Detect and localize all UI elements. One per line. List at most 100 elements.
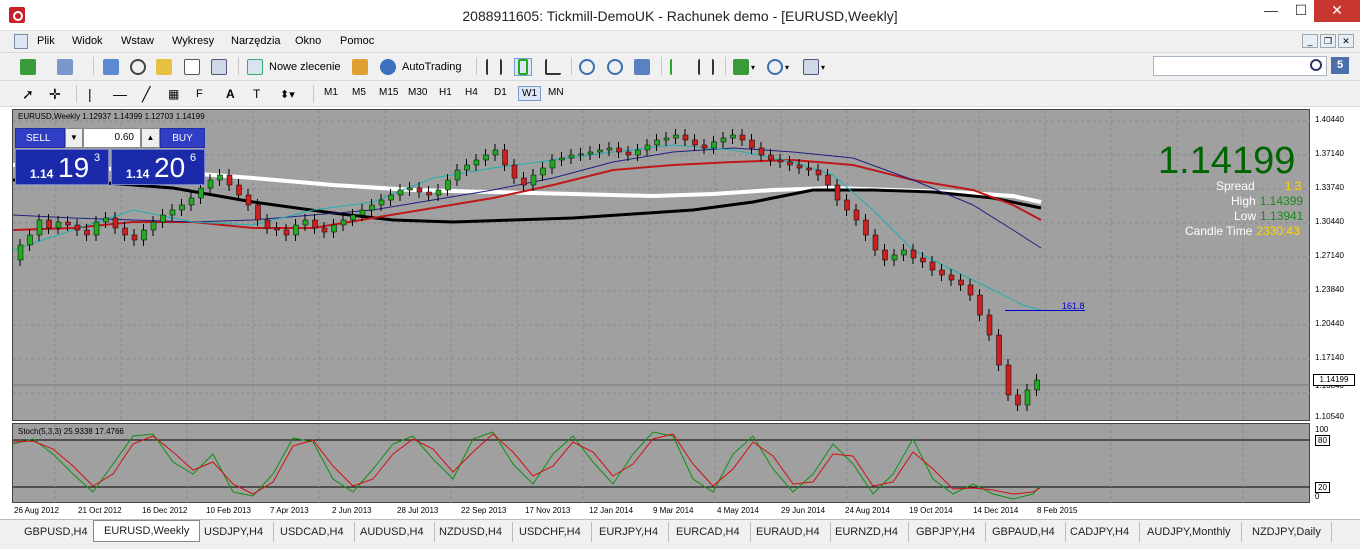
channel-icon: ▦ [168, 87, 180, 101]
tab-audjpy-monthly[interactable]: AUDJPY,Monthly [1137, 522, 1242, 542]
profiles-button[interactable] [57, 58, 73, 76]
templates-button[interactable]: ▾ [803, 58, 825, 76]
chart-shift-button[interactable] [698, 58, 714, 76]
periods-button[interactable]: ▾ [767, 58, 789, 76]
fibonacci-level-label: 161.8 [1062, 301, 1085, 311]
tab-eurjpy-h4[interactable]: EURJPY,H4 [589, 522, 670, 542]
tile-windows-button[interactable] [634, 58, 650, 76]
timeframe-w1[interactable]: W1 [518, 86, 541, 101]
low-info: Low 1.13941 [1234, 209, 1304, 223]
market-watch-icon [103, 59, 119, 75]
price-chart[interactable] [12, 109, 1311, 422]
menu-pomoc[interactable]: Pomoc [340, 35, 375, 47]
candlestick-button[interactable] [514, 58, 532, 76]
line-chart-button[interactable] [545, 58, 561, 76]
text-label-tool[interactable]: T [253, 85, 260, 103]
menu-plik[interactable]: Plik [37, 35, 55, 47]
timeframe-m30[interactable]: M30 [408, 87, 428, 98]
tester-icon [211, 59, 227, 75]
fibonacci-level-line[interactable] [1005, 310, 1085, 311]
text-tool[interactable]: A [226, 85, 235, 103]
mdi-close-button[interactable]: ✕ [1338, 34, 1354, 48]
timeframe-m15[interactable]: M15 [379, 87, 399, 98]
horizontal-line-tool[interactable]: — [113, 85, 127, 103]
lot-decrease-button[interactable]: ▼ [65, 128, 83, 148]
indicators-icon [733, 59, 749, 75]
zoom-out-button[interactable] [607, 58, 623, 76]
close-button[interactable]: ✕ [1314, 0, 1360, 22]
sell-price-button[interactable]: 1.14 19 3 [15, 149, 109, 185]
tab-eurnzd-h4[interactable]: EURNZD,H4 [825, 522, 909, 542]
timeframe-h4[interactable]: H4 [465, 87, 478, 98]
new-chart-icon [20, 59, 36, 75]
text-icon: A [226, 87, 235, 101]
tab-nzdusd-h4[interactable]: NZDUSD,H4 [429, 522, 513, 542]
tab-gbpjpy-h4[interactable]: GBPJPY,H4 [906, 522, 987, 542]
channel-tool[interactable]: ▦ [168, 85, 179, 103]
tab-usdchf-h4[interactable]: USDCHF,H4 [509, 522, 592, 542]
tab-cadjpy-h4[interactable]: CADJPY,H4 [1060, 522, 1141, 542]
market-watch-button[interactable] [103, 58, 119, 76]
metaeditor-button[interactable] [352, 58, 368, 76]
zoom-in-button[interactable] [579, 58, 595, 76]
search-input[interactable] [1153, 56, 1327, 76]
new-chart-button[interactable] [20, 58, 36, 76]
menu-bar: Plik Widok Wstaw Wykresy Narzędzia Okno … [0, 31, 1360, 53]
indicators-button[interactable]: ▾ [733, 58, 755, 76]
new-order-icon [247, 59, 263, 75]
tab-usdjpy-h4[interactable]: USDJPY,H4 [194, 522, 275, 542]
menu-wykresy[interactable]: Wykresy [172, 35, 215, 47]
tab-gbpaud-h4[interactable]: GBPAUD,H4 [982, 522, 1066, 542]
autotrading-icon [380, 59, 396, 75]
tab-nzdjpy-daily[interactable]: NZDJPY,Daily [1242, 522, 1332, 542]
trendline-tool[interactable]: ╱ [142, 85, 150, 103]
tab-audusd-h4[interactable]: AUDUSD,H4 [350, 522, 435, 542]
search-icon[interactable] [1310, 59, 1322, 71]
menu-wstaw[interactable]: Wstaw [121, 35, 154, 47]
autotrading-button[interactable]: AutoTrading [380, 58, 462, 76]
buy-button[interactable]: BUY [160, 128, 205, 148]
lot-increase-button[interactable]: ▲ [141, 128, 160, 148]
menu-narzedzia[interactable]: Narzędzia [231, 35, 281, 47]
timeframe-mn[interactable]: MN [548, 87, 564, 98]
title-bar: 2088911605: Tickmill-DemoUK - Rachunek d… [0, 0, 1360, 31]
timeframe-m5[interactable]: M5 [352, 87, 366, 98]
clock-icon [767, 59, 783, 75]
tab-gbpusd-h4[interactable]: GBPUSD,H4 [14, 522, 99, 542]
maximize-button[interactable]: ☐ [1294, 2, 1308, 18]
cursor-tool[interactable]: ➚ [22, 85, 34, 103]
data-window-button[interactable] [130, 58, 146, 76]
terminal-button[interactable] [184, 58, 200, 76]
new-order-button[interactable]: Nowe zlecenie [247, 58, 341, 76]
trendline-icon: ╱ [142, 85, 151, 102]
menu-widok[interactable]: Widok [72, 35, 103, 47]
chat-icon[interactable]: 5 [1331, 57, 1349, 74]
bar-chart-button[interactable] [486, 58, 502, 76]
crosshair-tool[interactable]: ✛ [49, 85, 61, 103]
timeframe-h1[interactable]: H1 [439, 87, 452, 98]
strategy-tester-button[interactable] [211, 58, 227, 76]
buy-price-button[interactable]: 1.14 20 6 [111, 149, 205, 185]
timeframe-d1[interactable]: D1 [494, 87, 507, 98]
lot-size-input[interactable]: 0.60 [83, 128, 141, 148]
navigator-button[interactable] [156, 58, 172, 76]
tab-euraud-h4[interactable]: EURAUD,H4 [746, 522, 831, 542]
timeframe-m1[interactable]: M1 [324, 87, 338, 98]
candlestick-icon [518, 59, 528, 75]
minimize-button[interactable]: — [1264, 2, 1278, 18]
autoscroll-button[interactable] [670, 58, 686, 76]
sell-button[interactable]: SELL [15, 128, 65, 148]
mdi-restore-button[interactable]: ❐ [1320, 34, 1336, 48]
tab-eurcad-h4[interactable]: EURCAD,H4 [666, 522, 751, 542]
fibonacci-tool[interactable]: F [196, 85, 203, 103]
tab-eurusd-weekly[interactable]: EURUSD,Weekly [93, 520, 201, 542]
shapes-tool[interactable]: ⬍▾ [280, 85, 295, 103]
current-price-display: 1.14199 [1158, 140, 1296, 182]
vertical-line-tool[interactable]: | [88, 85, 92, 103]
tab-usdcad-h4[interactable]: USDCAD,H4 [270, 522, 355, 542]
stochastic-label: Stoch(5,3,3) 25.9338 17.4766 [18, 427, 124, 436]
line-chart-icon [545, 59, 561, 75]
stochastic-subwindow[interactable] [12, 423, 1311, 504]
menu-okno[interactable]: Okno [295, 35, 322, 47]
mdi-minimize-button[interactable]: _ [1302, 34, 1318, 48]
